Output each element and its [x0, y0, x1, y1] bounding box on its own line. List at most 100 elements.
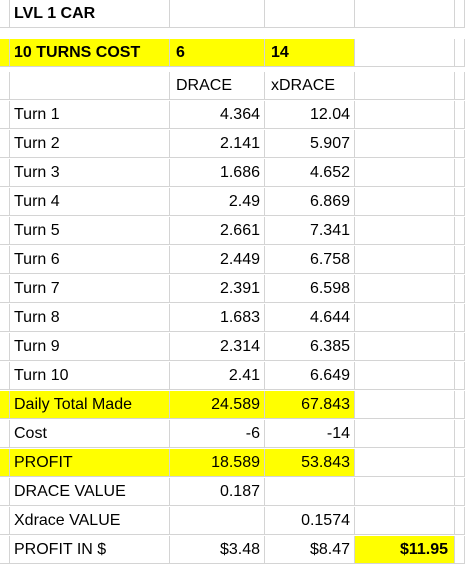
cell-label[interactable]: Turn 9: [10, 333, 170, 361]
cell-label[interactable]: Turn 6: [10, 246, 170, 274]
cell-extra[interactable]: [355, 72, 455, 100]
sheet-cell[interactable]: [0, 217, 10, 245]
sheet-cell[interactable]: [0, 478, 10, 506]
cell-xdrace[interactable]: xDRACE: [265, 72, 355, 100]
cell-xdrace[interactable]: 0.1574: [265, 507, 355, 535]
cell-drace[interactable]: -6: [170, 420, 265, 448]
cell-extra[interactable]: [355, 246, 455, 274]
sheet-cell[interactable]: [455, 130, 465, 158]
cell-extra[interactable]: [355, 391, 455, 419]
cell-xdrace[interactable]: 4.652: [265, 159, 355, 187]
sheet-cell[interactable]: [0, 39, 10, 67]
sheet-cell[interactable]: [455, 246, 465, 274]
cell-extra[interactable]: [355, 188, 455, 216]
cell-extra[interactable]: [355, 478, 455, 506]
sheet-cell[interactable]: [455, 304, 465, 332]
cell-extra[interactable]: [355, 217, 455, 245]
cell-label[interactable]: Turn 2: [10, 130, 170, 158]
sheet-cell[interactable]: [455, 188, 465, 216]
cell-label[interactable]: 10 TURNS COST: [10, 39, 170, 67]
sheet-cell[interactable]: [455, 449, 465, 477]
cell-label[interactable]: Xdrace VALUE: [10, 507, 170, 535]
cell-xdrace[interactable]: 12.04: [265, 101, 355, 129]
cell-xdrace[interactable]: 6.385: [265, 333, 355, 361]
sheet-cell[interactable]: [0, 391, 10, 419]
cell-drace[interactable]: 0.187: [170, 478, 265, 506]
cell-extra[interactable]: [355, 130, 455, 158]
sheet-cell[interactable]: [455, 217, 465, 245]
cell-drace[interactable]: DRACE: [170, 72, 265, 100]
cell-label[interactable]: [10, 72, 170, 100]
sheet-cell[interactable]: [455, 507, 465, 535]
sheet-cell[interactable]: [0, 275, 10, 303]
sheet-cell[interactable]: [455, 478, 465, 506]
sheet-cell[interactable]: [455, 275, 465, 303]
sheet-cell[interactable]: [0, 304, 10, 332]
sheet-cell[interactable]: [0, 159, 10, 187]
cell-drace[interactable]: $3.48: [170, 536, 265, 564]
cell-label[interactable]: Turn 1: [10, 101, 170, 129]
cell-drace[interactable]: 1.683: [170, 304, 265, 332]
cell-label[interactable]: LVL 1 CAR: [10, 0, 170, 28]
sheet-cell[interactable]: [455, 159, 465, 187]
sheet-cell[interactable]: [0, 72, 10, 100]
sheet-cell[interactable]: [0, 246, 10, 274]
cell-label[interactable]: Turn 7: [10, 275, 170, 303]
sheet-cell[interactable]: [0, 101, 10, 129]
sheet-cell[interactable]: [0, 362, 10, 390]
cell-label[interactable]: Turn 10: [10, 362, 170, 390]
cell-xdrace[interactable]: 6.758: [265, 246, 355, 274]
cell-xdrace[interactable]: 53.843: [265, 449, 355, 477]
cell-label[interactable]: PROFIT: [10, 449, 170, 477]
cell-extra[interactable]: [355, 101, 455, 129]
cell-label[interactable]: Turn 4: [10, 188, 170, 216]
sheet-cell[interactable]: [455, 0, 465, 28]
cell-extra[interactable]: [355, 507, 455, 535]
cell-drace[interactable]: 6: [170, 39, 265, 67]
cell-extra[interactable]: [355, 333, 455, 361]
cell-xdrace[interactable]: 6.649: [265, 362, 355, 390]
cell-xdrace[interactable]: [265, 0, 355, 28]
cell-extra[interactable]: [355, 362, 455, 390]
cell-drace[interactable]: 18.589: [170, 449, 265, 477]
cell-drace[interactable]: 2.141: [170, 130, 265, 158]
sheet-cell[interactable]: [455, 391, 465, 419]
cell-label[interactable]: Cost: [10, 420, 170, 448]
sheet-cell[interactable]: [0, 507, 10, 535]
cell-drace[interactable]: 24.589: [170, 391, 265, 419]
cell-drace[interactable]: 2.449: [170, 246, 265, 274]
sheet-cell[interactable]: [0, 420, 10, 448]
cell-drace[interactable]: 2.49: [170, 188, 265, 216]
cell-extra[interactable]: [355, 275, 455, 303]
cell-extra[interactable]: [355, 159, 455, 187]
cell-xdrace[interactable]: $8.47: [265, 536, 355, 564]
cell-drace[interactable]: [170, 0, 265, 28]
cell-drace[interactable]: 2.314: [170, 333, 265, 361]
sheet-cell[interactable]: [455, 72, 465, 100]
cell-label[interactable]: Turn 8: [10, 304, 170, 332]
cell-label[interactable]: DRACE VALUE: [10, 478, 170, 506]
cell-xdrace[interactable]: [265, 478, 355, 506]
sheet-cell[interactable]: [0, 536, 10, 564]
cell-xdrace[interactable]: 5.907: [265, 130, 355, 158]
cell-xdrace[interactable]: 4.644: [265, 304, 355, 332]
cell-drace[interactable]: 2.391: [170, 275, 265, 303]
cell-drace[interactable]: 1.686: [170, 159, 265, 187]
sheet-cell[interactable]: [455, 101, 465, 129]
sheet-cell[interactable]: [455, 333, 465, 361]
cell-label[interactable]: PROFIT IN $: [10, 536, 170, 564]
cell-drace[interactable]: 4.364: [170, 101, 265, 129]
cell-xdrace[interactable]: 7.341: [265, 217, 355, 245]
cell-extra[interactable]: [355, 304, 455, 332]
cell-extra[interactable]: [355, 0, 455, 28]
cell-extra[interactable]: $11.95: [355, 536, 455, 564]
cell-xdrace[interactable]: 6.598: [265, 275, 355, 303]
cell-label[interactable]: Turn 3: [10, 159, 170, 187]
cell-extra[interactable]: [355, 420, 455, 448]
cell-xdrace[interactable]: 6.869: [265, 188, 355, 216]
sheet-cell[interactable]: [455, 39, 465, 67]
cell-label[interactable]: Daily Total Made: [10, 391, 170, 419]
sheet-cell[interactable]: [0, 0, 10, 28]
sheet-cell[interactable]: [455, 420, 465, 448]
cell-drace[interactable]: [170, 507, 265, 535]
